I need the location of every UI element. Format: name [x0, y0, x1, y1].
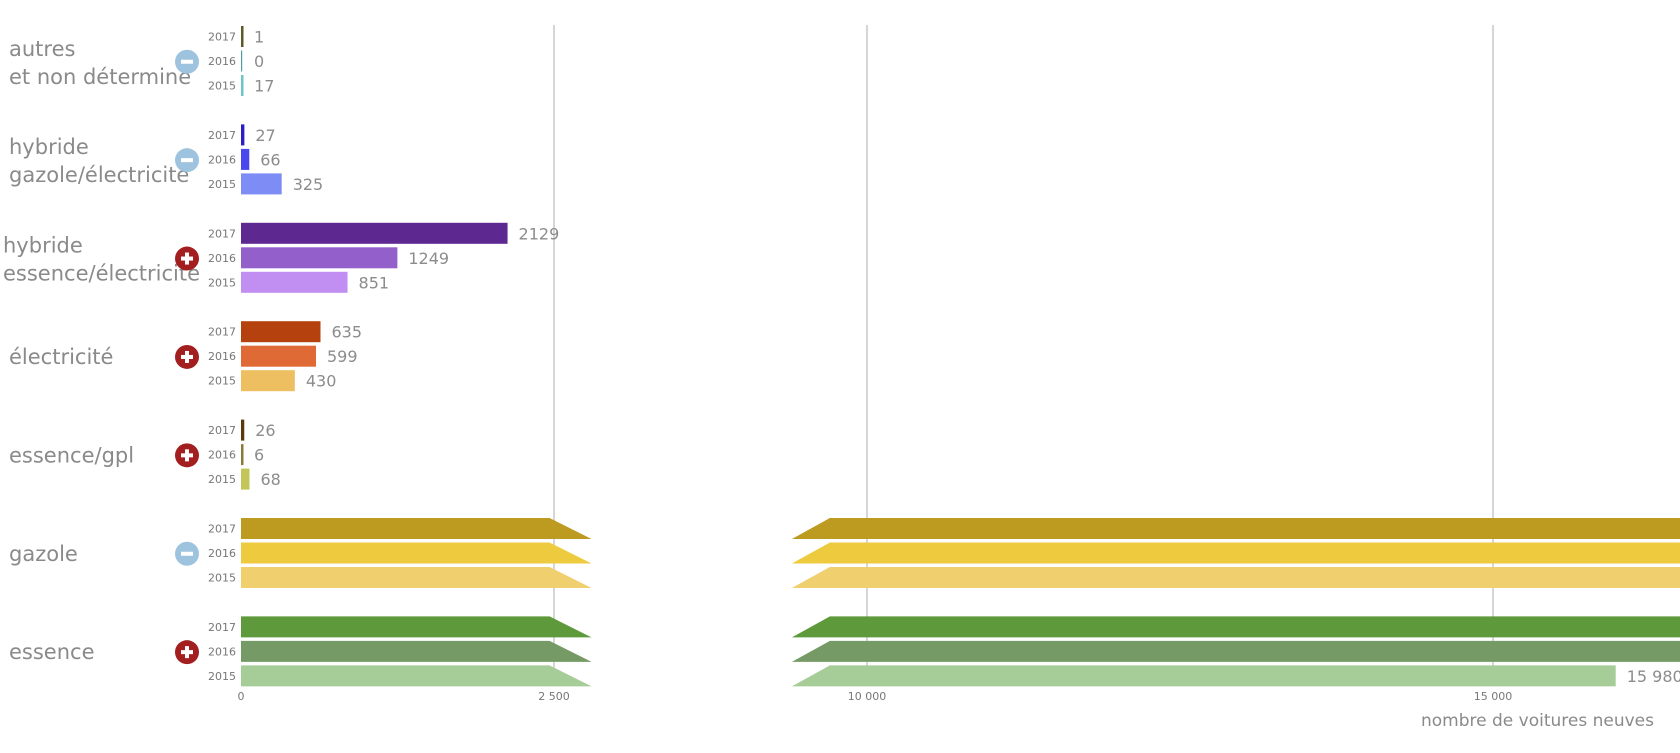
plus-circle-icon	[175, 246, 199, 271]
category-label: gazole/électricité	[9, 163, 189, 187]
minus-circle-icon	[175, 49, 199, 74]
plus-circle-icon	[175, 443, 199, 468]
year-label: 2017	[208, 424, 236, 437]
bar	[791, 616, 1680, 638]
year-label: 2017	[208, 523, 236, 536]
category-label: essence/électricité	[3, 262, 200, 286]
year-label: 2016	[208, 449, 236, 462]
category-label: hybride	[9, 135, 89, 159]
year-label: 2015	[208, 670, 236, 683]
category-label: hybride	[3, 234, 83, 258]
data-label: 599	[327, 347, 358, 366]
data-label: 27	[255, 126, 275, 145]
category-label: essence	[9, 640, 95, 664]
year-label: 2015	[208, 276, 236, 289]
bar	[791, 518, 1680, 539]
category-label: essence/gpl	[9, 443, 134, 467]
bar	[791, 665, 1616, 687]
bar	[241, 247, 398, 269]
data-label: 17	[254, 77, 274, 96]
data-label: 0	[254, 52, 264, 71]
bar	[241, 542, 592, 564]
bar	[241, 321, 321, 343]
year-label: 2016	[208, 547, 236, 560]
year-label: 2016	[208, 153, 236, 166]
plus-circle-icon	[175, 344, 199, 369]
year-label: 2016	[208, 645, 236, 658]
year-label: 2017	[208, 227, 236, 240]
minus-circle-icon	[175, 148, 199, 173]
year-label: 2015	[208, 80, 236, 93]
bar	[241, 518, 592, 539]
bar	[241, 616, 592, 638]
data-label: 851	[359, 273, 390, 292]
x-tick-label: 10 000	[848, 690, 887, 703]
year-label: 2017	[208, 129, 236, 142]
data-label: 6	[254, 446, 264, 465]
plus-circle-icon	[175, 640, 199, 665]
year-label: 2017	[208, 326, 236, 339]
category-label: autres	[9, 37, 75, 61]
bar	[241, 271, 348, 293]
x-tick-label: 2 500	[538, 690, 570, 703]
bar	[241, 50, 243, 72]
data-label: 68	[261, 470, 281, 489]
data-label: 430	[306, 372, 337, 391]
category-label: gazole	[9, 542, 78, 566]
bar	[791, 542, 1680, 564]
category-label: électricité	[9, 345, 113, 369]
bar	[241, 468, 250, 490]
year-label: 2016	[208, 350, 236, 363]
bar	[791, 640, 1680, 662]
year-label: 2015	[208, 572, 236, 585]
year-label: 2016	[208, 252, 236, 265]
bar	[241, 75, 244, 96]
data-label: 325	[293, 175, 324, 194]
x-tick-label: 15 000	[1474, 690, 1513, 703]
bars	[241, 26, 1680, 687]
x-axis-title: nombre de voitures neuves	[1421, 711, 1654, 731]
bar	[241, 640, 592, 662]
bar	[241, 26, 244, 47]
data-label: 2129	[519, 224, 560, 243]
data-label: 15 980	[1627, 667, 1680, 686]
bar	[241, 222, 508, 244]
year-label: 2017	[208, 31, 236, 44]
bar	[241, 124, 245, 146]
x-tick-label: 0	[238, 690, 245, 703]
minus-circle-icon	[175, 541, 199, 566]
data-label: 66	[260, 150, 280, 169]
bar	[791, 567, 1680, 588]
bar	[241, 370, 295, 392]
year-label: 2015	[208, 473, 236, 486]
bar	[241, 419, 245, 441]
bar	[241, 444, 244, 466]
bar	[241, 665, 592, 687]
year-label: 2015	[208, 375, 236, 388]
data-label: 635	[332, 323, 363, 342]
year-label: 2016	[208, 55, 236, 68]
data-label: 26	[255, 421, 275, 440]
data-label: 1249	[408, 249, 449, 268]
bar	[241, 567, 592, 588]
year-label: 2015	[208, 178, 236, 191]
bar	[241, 345, 316, 367]
bar	[241, 173, 282, 195]
year-label: 2017	[208, 621, 236, 634]
category-label: et non déterminé	[9, 65, 191, 89]
bar	[241, 148, 250, 170]
data-label: 1	[254, 28, 264, 47]
